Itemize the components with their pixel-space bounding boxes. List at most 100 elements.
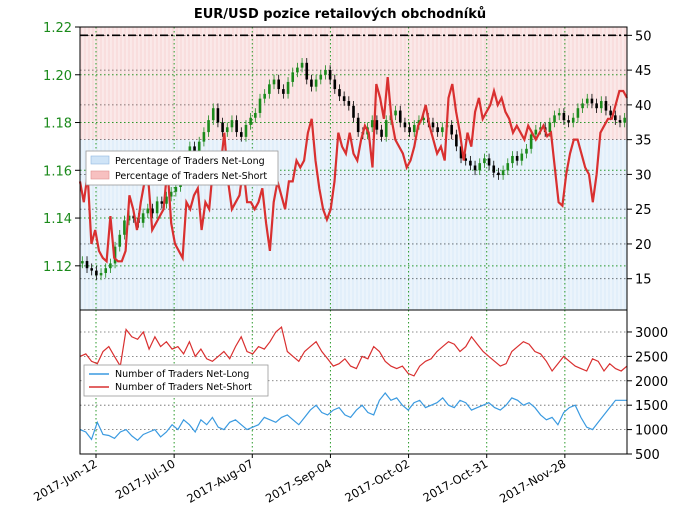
net-long-swatch (90, 155, 110, 165)
net-short-swatch (90, 170, 110, 180)
candle-body (235, 120, 238, 133)
candle-body (328, 69, 332, 80)
count-tick-label: 1500 (635, 399, 668, 414)
candle-body (85, 261, 89, 269)
price-tick-label: 1.16 (43, 164, 72, 179)
candle-body (109, 263, 112, 269)
candle-body (81, 261, 84, 264)
candle-body (244, 124, 248, 137)
candle-body (141, 213, 145, 223)
candle-body (99, 272, 103, 276)
date-tick-label: 2017-Aug-07 (184, 456, 255, 505)
candle-body (268, 84, 271, 94)
candle-body (282, 89, 285, 94)
candle-body (403, 122, 407, 128)
candle-body (291, 72, 295, 82)
candle-body (211, 108, 215, 121)
candle-body (534, 129, 538, 135)
candle-body (375, 120, 379, 130)
candle-body (618, 120, 622, 123)
candle-body (455, 134, 458, 147)
candle-body (571, 117, 575, 123)
candle-body (590, 98, 594, 104)
candle-body (515, 155, 519, 161)
price-tick-label: 1.18 (43, 117, 72, 132)
candle-body (441, 127, 444, 133)
candle-body (314, 79, 318, 87)
count-axis: 500 1000 1500 2000 2500 3000 (627, 326, 668, 463)
candle-body (585, 98, 589, 104)
price-axis: 1.12 1.14 1.16 1.18 1.20 1.22 (43, 21, 80, 275)
candle-body (207, 120, 210, 133)
pct-tick-label: 40 (635, 99, 652, 114)
candle-body (529, 134, 533, 149)
candle-body (436, 127, 439, 133)
legend-long-count-label: Number of Traders Net-Long (115, 369, 249, 380)
candle-body (347, 101, 351, 106)
candle-body (501, 170, 505, 176)
candle-body (155, 201, 159, 214)
candle-body (95, 270, 98, 276)
count-tick-label: 500 (635, 448, 660, 463)
candle-body (174, 187, 178, 192)
legend-short-count-label: Number of Traders Net-Short (115, 382, 252, 393)
candle-body (595, 103, 598, 109)
candle-body (300, 62, 304, 68)
pct-tick-label: 50 (635, 29, 652, 44)
date-tick-label: 2017-Oct-02 (342, 456, 412, 504)
candle-body (473, 165, 477, 171)
count-tick-label: 3000 (635, 326, 668, 341)
candle-body (370, 120, 374, 128)
candle-body (553, 115, 556, 123)
candle-body (487, 158, 491, 166)
top-panel: 1.12 1.14 1.16 1.18 1.20 1.22 15 20 25 30 35 40 45 5… (43, 21, 652, 311)
price-tick-label: 1.22 (43, 21, 72, 36)
candle-body (90, 268, 93, 271)
candle-body (296, 67, 299, 73)
date-tick-label: 2017-Jul-10 (113, 456, 178, 501)
top-legend: Percentage of Traders Net-Long Percentag… (85, 150, 279, 186)
candle-body (492, 165, 496, 173)
candle-body (599, 101, 603, 109)
candle-body (118, 234, 122, 247)
candle-body (197, 141, 201, 152)
candle-body (277, 79, 280, 90)
candle-body (459, 146, 463, 159)
candle-body (202, 132, 206, 142)
candle-body (394, 110, 397, 116)
candle-body (165, 196, 168, 204)
candle-body (230, 120, 234, 128)
date-axis: 2017-Jun-12 2017-Jul-10 2017-Aug-07 2017-Se… (31, 454, 568, 506)
bottom-panel: 500 1000 1500 2000 2500 3000 Number of Trader… (79, 309, 668, 463)
candle-body (305, 62, 309, 80)
legend-net-long-label: Percentage of Traders Net-Long (115, 156, 265, 167)
top-legend-box (85, 150, 279, 186)
candle-body (520, 153, 524, 161)
candle-body (614, 115, 617, 121)
candle-body (352, 105, 355, 118)
net-long-count-line (79, 392, 627, 442)
candle-body (263, 93, 266, 99)
candle-body (609, 110, 612, 116)
candle-body (497, 172, 500, 176)
candle-body (104, 268, 108, 273)
pct-tick-label: 25 (635, 203, 652, 218)
candle-body (450, 124, 453, 135)
candle-body (272, 79, 276, 85)
candle-body (469, 160, 472, 166)
net-short-percentage-line (78, 77, 628, 264)
bottom-legend: Number of Traders Net-Long Number of Tra… (83, 364, 269, 397)
bottom-legend-box (83, 364, 269, 397)
candle-body (193, 146, 196, 152)
candle-body (169, 191, 173, 197)
candle-body (483, 158, 486, 164)
candle-body (286, 81, 290, 94)
candle-body (548, 122, 552, 133)
candle-body (431, 122, 435, 128)
pct-tick-label: 35 (635, 134, 652, 149)
candle-body (581, 103, 584, 109)
chart-title: EUR/USD pozice retailových obchodníků (194, 7, 486, 22)
candle-body (464, 158, 468, 161)
candle-body (249, 117, 252, 125)
